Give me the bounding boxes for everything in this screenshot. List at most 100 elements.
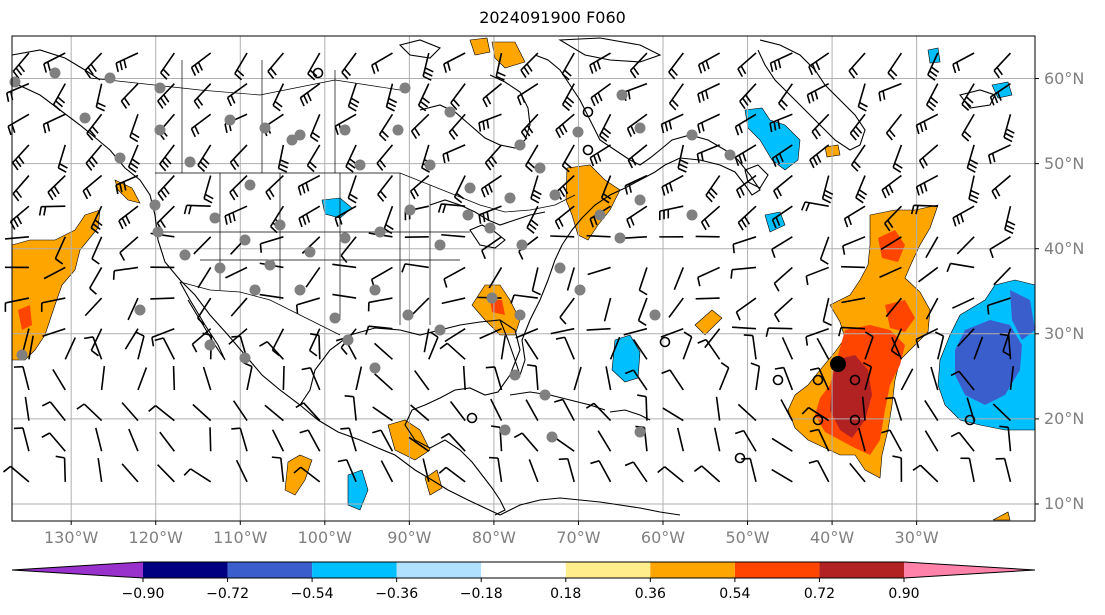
wind-barb: [864, 331, 874, 360]
coastline-west-north-america: [11, 81, 501, 516]
anomaly-region-west-atlantic: [694, 309, 723, 336]
wind-barb: [781, 337, 794, 360]
wind-barb: [771, 144, 793, 167]
wind-barb: [385, 83, 398, 112]
wind-barb: [697, 82, 720, 103]
station-dot: [239, 234, 251, 246]
wind-barb: [121, 402, 139, 422]
station-dot: [79, 112, 91, 124]
wind-barb: [1004, 205, 1016, 235]
station-dot: [499, 424, 511, 436]
wind-barb: [193, 236, 212, 255]
wind-barb: [441, 297, 466, 305]
wind-barb: [682, 331, 693, 360]
wind-barb: [159, 144, 175, 172]
wind-barb: [423, 328, 430, 353]
coastline-canada-east: [534, 54, 761, 196]
wind-barb: [805, 327, 829, 346]
station-dot: [484, 222, 496, 234]
colorbar-segment: [565, 562, 651, 578]
wind-barb: [735, 174, 757, 199]
wind-barb: [264, 404, 284, 422]
wind-barb: [383, 205, 394, 235]
wind-barb: [773, 297, 793, 323]
station-dot: [634, 122, 646, 134]
open-station-marker: [659, 336, 671, 348]
station-dot: [686, 129, 698, 141]
wind-barb: [64, 337, 77, 360]
wind-barb: [637, 394, 648, 421]
wind-barb: [573, 366, 582, 391]
wind-barb: [624, 461, 648, 483]
colorbar-tick-label: −0.36: [375, 586, 419, 602]
wind-barb: [411, 297, 430, 316]
anomaly-region-mexico-pacific: [284, 454, 313, 496]
wind-barb: [12, 175, 30, 202]
wind-barb: [858, 427, 866, 452]
colorbar-tick-label: −0.90: [121, 586, 165, 602]
wind-barb: [808, 459, 830, 483]
wind-barb: [838, 326, 866, 337]
station-dot: [554, 262, 566, 274]
wind-barb: [862, 362, 873, 391]
wind-barb: [952, 297, 975, 309]
wind-barb: [119, 236, 139, 261]
wind-barb: [478, 113, 502, 132]
station-dot: [259, 122, 271, 134]
wind-barb: [589, 52, 611, 74]
station-dot: [339, 232, 351, 244]
station-dot: [16, 349, 28, 361]
station-dot: [549, 189, 561, 201]
wind-barb: [555, 336, 575, 360]
wind-barb: [482, 83, 503, 108]
wind-barb: [41, 401, 66, 422]
anomaly-region-arctic: [469, 37, 491, 56]
wind-barb: [885, 396, 903, 421]
wind-barb: [22, 328, 30, 353]
wind-barb: [950, 431, 975, 452]
station-dot: [354, 159, 366, 171]
wind-barb: [347, 83, 360, 112]
wind-barb: [12, 144, 30, 171]
lon-tick-label: 100°W: [297, 528, 352, 547]
wind-barb: [259, 340, 284, 360]
wind-barb: [90, 205, 103, 234]
station-dot: [152, 226, 164, 238]
anomaly-region-pacific-west-core: [18, 305, 32, 330]
wind-barb: [879, 266, 902, 279]
colorbar: [11, 561, 1036, 582]
wind-barb: [559, 297, 575, 325]
wind-barb: [95, 83, 106, 112]
border-canada-provinces: [181, 60, 336, 173]
wind-barb: [41, 432, 66, 452]
wind-barb: [378, 113, 394, 142]
wind-barb: [694, 465, 721, 483]
colorbar-over-triangle: [904, 562, 1035, 578]
wind-barb: [700, 205, 721, 231]
wind-barb: [718, 362, 730, 391]
lon-tick-label: 70°W: [556, 528, 601, 547]
wind-barb: [150, 297, 175, 300]
station-dot: [402, 309, 414, 321]
wind-barb: [769, 113, 793, 133]
wind-barb: [520, 52, 539, 78]
wind-barb: [821, 175, 834, 204]
wind-barb: [734, 144, 757, 167]
wind-barb: [737, 52, 757, 78]
wind-barb: [778, 83, 794, 111]
wind-barb: [597, 430, 612, 452]
wind-barb: [229, 174, 248, 201]
wind-barb: [966, 144, 979, 173]
wind-barb: [885, 113, 903, 141]
station-dot: [404, 204, 416, 216]
station-dot: [534, 162, 546, 174]
wind-barb: [730, 266, 757, 279]
wind-barb: [510, 294, 538, 304]
coastline-baja: [179, 281, 226, 361]
wind-barb: [925, 297, 939, 320]
wind-barb: [734, 113, 757, 136]
wind-barb: [120, 83, 139, 109]
wind-barb: [42, 113, 66, 134]
wind-barb: [623, 327, 648, 336]
wind-barb: [850, 144, 866, 172]
